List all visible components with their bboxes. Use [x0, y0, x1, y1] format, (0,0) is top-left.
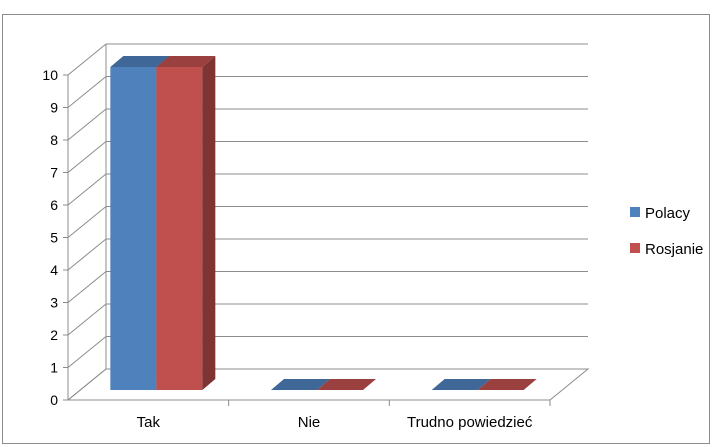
gridline-side: [67, 173, 107, 206]
legend-swatch: [630, 243, 640, 253]
y-tick-label: 1: [50, 360, 58, 376]
x-tick-label: Nie: [298, 414, 321, 431]
bar-top: [271, 379, 330, 390]
gridline-side: [67, 303, 107, 336]
y-tick-label: 7: [50, 165, 58, 181]
bar-front: [110, 67, 157, 390]
y-tick-label: 8: [50, 132, 58, 148]
y-tick-labels: 0 1 2 3 4 5 6 7 8 9 10: [42, 67, 58, 408]
gridline-side: [67, 368, 107, 401]
bar: [477, 379, 537, 390]
gridline-side: [67, 141, 107, 173]
bar-top: [477, 379, 537, 390]
legend: Polacy Rosjanie: [630, 205, 703, 258]
legend-label: Rosjanie: [645, 241, 703, 258]
bar-top: [110, 56, 170, 67]
gridline-side: [67, 108, 107, 141]
gridline-side: [67, 271, 107, 303]
bar: [271, 379, 330, 390]
y-tick-label: 4: [50, 262, 58, 278]
y-tick-label: 0: [50, 392, 58, 408]
x-tick-label: Trudno powiedzieć: [407, 414, 533, 431]
legend-label: Polacy: [645, 205, 691, 222]
y-tick-label: 10: [42, 67, 58, 83]
y-tick-label: 6: [50, 197, 58, 213]
bar-front: [156, 67, 203, 390]
bar: [431, 379, 491, 390]
y-tick-label: 5: [50, 230, 58, 246]
gridline-side: [67, 206, 107, 238]
legend-swatch: [630, 207, 640, 217]
gridline-side: [67, 76, 107, 108]
bar-side: [202, 56, 216, 390]
bar-top: [156, 56, 216, 67]
x-tick-labels: Tak Nie Trudno powiedzieć: [137, 414, 533, 431]
y-tick-label: 9: [50, 100, 58, 116]
bar: [156, 56, 216, 390]
bar-top: [317, 379, 376, 390]
bar-top: [431, 379, 491, 390]
gridline-side: [67, 238, 107, 271]
y-tick-label: 3: [50, 295, 58, 311]
bar: [317, 379, 376, 390]
gridline-side: [67, 336, 107, 368]
x-tick-label: Tak: [137, 414, 161, 431]
axes: [63, 44, 551, 406]
bars: [110, 56, 537, 390]
y-tick-label: 2: [50, 327, 58, 343]
gridline-side: [67, 43, 107, 76]
